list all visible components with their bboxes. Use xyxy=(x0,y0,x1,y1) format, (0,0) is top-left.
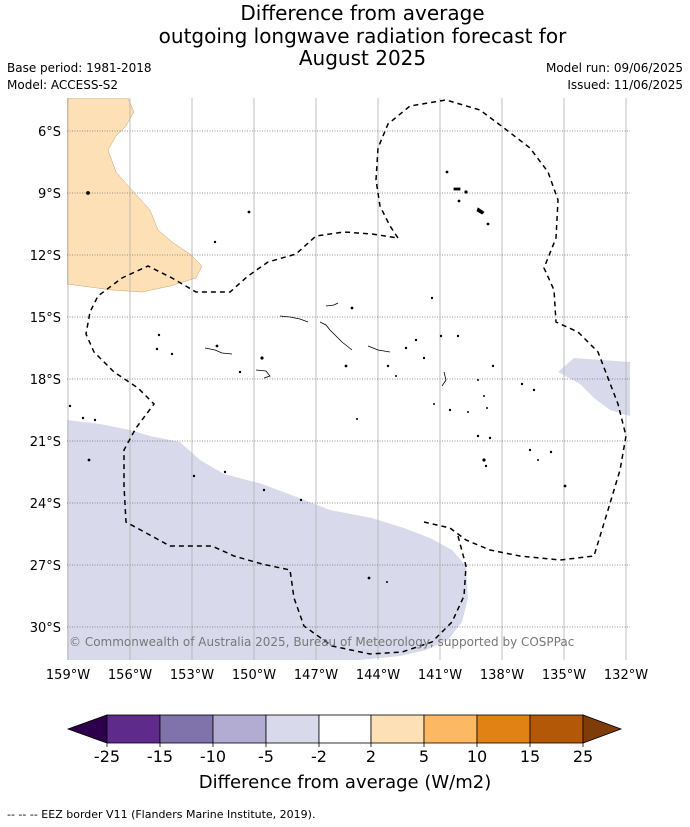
y-tick-label: 30°S xyxy=(30,621,61,636)
colorbar-tick-label: -5 xyxy=(258,747,274,766)
colorbar-tick-label: -2 xyxy=(311,747,327,766)
map-title: Difference from average outgoing longwav… xyxy=(0,2,690,70)
colorbar-tick-label: 10 xyxy=(467,747,487,766)
colorbar-tick-label: 2 xyxy=(366,747,376,766)
model-name: Model: ACCESS-S2 xyxy=(7,78,119,92)
x-tick-label: 153°W xyxy=(170,668,214,683)
colorbar-tick-label: 5 xyxy=(419,747,429,766)
x-tick-label: 156°W xyxy=(108,668,152,683)
x-tick-label: 141°W xyxy=(418,668,462,683)
colorbar-bin xyxy=(370,714,425,744)
map-area xyxy=(67,98,630,660)
copyright-text: © Commonwealth of Australia 2025, Bureau… xyxy=(69,635,574,649)
y-tick-label: 6°S xyxy=(38,125,61,140)
anomaly-region-negative-east xyxy=(558,358,630,416)
y-tick-label: 9°S xyxy=(38,187,61,202)
y-tick-label: 24°S xyxy=(30,497,61,512)
islands xyxy=(68,170,567,584)
y-tick-label: 27°S xyxy=(30,559,61,574)
colorbar-tick-label: -15 xyxy=(147,747,173,766)
x-tick-label: 138°W xyxy=(480,668,524,683)
colorbar-over-extension xyxy=(582,714,623,744)
colorbar-bin xyxy=(159,714,214,744)
y-axis-ticks: 6°S 9°S 12°S 15°S 18°S 21°S 24°S 27°S 30°S xyxy=(30,125,61,636)
x-tick-label: 135°W xyxy=(542,668,586,683)
x-tick-label: 147°W xyxy=(294,668,338,683)
colorbar: -25 -15 -10 -5 -2 2 5 10 15 25 xyxy=(66,714,623,766)
colorbar-bin xyxy=(212,714,267,744)
colorbar-bin xyxy=(476,714,531,744)
issued-date: Issued: 11/06/2025 xyxy=(567,78,683,92)
x-tick-label: 132°W xyxy=(604,668,648,683)
colorbar-tick-label: -25 xyxy=(94,747,120,766)
colorbar-bin xyxy=(318,714,372,744)
grid-lines xyxy=(67,98,630,660)
y-tick-label: 12°S xyxy=(30,249,61,264)
colorbar-title: Difference from average (W/m2) xyxy=(199,772,491,793)
base-period: Base period: 1981-2018 xyxy=(7,61,152,75)
y-tick-label: 21°S xyxy=(30,435,61,450)
x-tick-label: 144°W xyxy=(356,668,400,683)
x-axis-ticks: 159°W 156°W 153°W 150°W 147°W 144°W 141°W 138°W… xyxy=(46,668,648,683)
eez-border xyxy=(85,99,627,655)
x-tick-label: 159°W xyxy=(46,668,90,683)
colorbar-bin xyxy=(106,714,161,744)
model-run: Model run: 09/06/2025 xyxy=(545,61,683,75)
x-tick-label: 150°W xyxy=(232,668,276,683)
meta-left: Base period: 1981-2018 Model: ACCESS-S2 xyxy=(7,60,152,94)
colorbar-tick-label: -10 xyxy=(200,747,226,766)
colorbar-under-extension xyxy=(66,714,108,744)
colorbar-bin xyxy=(423,714,478,744)
title-line-3: August 2025 xyxy=(298,46,427,70)
colorbar-bin xyxy=(265,714,320,744)
anomaly-region-positive xyxy=(67,98,203,293)
eez-footnote: -- -- -- EEZ border V11 (Flanders Marine… xyxy=(7,808,316,821)
colorbar-bin xyxy=(529,714,584,744)
title-line-1: Difference from average xyxy=(240,1,485,25)
anomaly-region-negative-south-lower xyxy=(67,570,290,660)
colorbar-tick-label: 25 xyxy=(573,747,593,766)
title-line-2: outgoing longwave radiation forecast for xyxy=(158,23,567,48)
y-tick-label: 15°S xyxy=(30,311,61,326)
y-tick-label: 18°S xyxy=(30,373,61,388)
meta-right: Model run: 09/06/2025 Issued: 11/06/2025 xyxy=(546,60,683,94)
colorbar-tick-label: 15 xyxy=(520,747,540,766)
